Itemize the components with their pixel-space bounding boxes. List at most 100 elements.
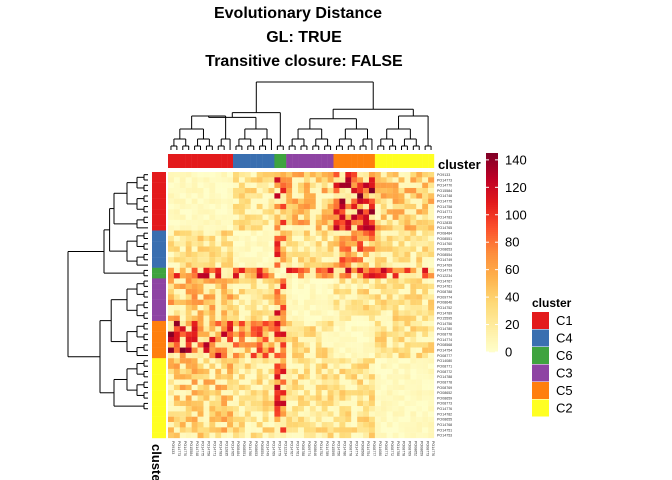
heatmap-cell [262,278,269,284]
heatmap-cell [357,374,364,380]
heatmap-cell [345,193,352,199]
colorbar-segment [486,318,498,321]
colorbar-segment [486,350,498,353]
heatmap-cell [345,299,352,306]
heatmap-cell [368,432,376,439]
heatmap-cell [398,193,405,199]
heatmap-cell [339,235,346,242]
heatmap-cell [227,172,234,178]
heatmap-cell [368,374,376,380]
heatmap-cell [374,262,381,268]
heatmap-cell [386,230,393,236]
heatmap-cell [339,251,346,258]
heatmap-cell [380,241,387,247]
heatmap-cell [268,177,275,183]
heatmap-cell [422,331,429,338]
heatmap-cell [345,203,352,210]
heatmap-cell [274,177,281,183]
heatmap-cell [410,283,417,290]
heatmap-cell [345,368,352,375]
colorbar-segment [486,288,498,291]
heatmap-cell [221,427,228,433]
heatmap-cell [368,214,376,221]
heatmap-cell [292,390,299,396]
heatmap-cell [286,294,293,300]
heatmap-cell [203,262,210,268]
column-label: PO15584 [189,441,193,456]
heatmap-cell [345,395,352,401]
heatmap-cell [368,363,376,369]
heatmap-cell [185,310,192,316]
colorbar-segment [486,322,498,325]
colorbar-segment [486,336,498,339]
heatmap-cell [374,182,381,189]
row-cluster-cell [152,384,166,391]
heatmap-cell [179,379,186,385]
heatmap-cell [428,395,435,401]
heatmap-cell [351,305,358,311]
heatmap-cell [345,257,352,263]
heatmap-cell [197,235,204,242]
heatmap-cell [368,390,376,396]
heatmap-cell [274,299,281,306]
heatmap-cell [244,347,251,354]
heatmap-cell [244,422,251,428]
heatmap-cell [339,299,346,306]
heatmap-cell [286,358,293,364]
heatmap-cell [286,363,293,369]
heatmap-cell [168,368,175,375]
heatmap-cell [274,241,281,247]
heatmap-cell [380,310,387,316]
heatmap-cell [298,267,305,274]
heatmap-cell [274,294,281,300]
heatmap-cell [268,411,275,417]
heatmap-cell [368,384,376,391]
heatmap-cell [374,273,381,279]
heatmap-cell [268,267,275,274]
heatmap-cell [416,278,423,284]
heatmap-cell [256,379,263,385]
heatmap-cell [173,172,180,178]
heatmap-cell [209,379,216,385]
colorbar-segment [486,226,498,229]
heatmap-cell [168,305,175,311]
heatmap-cell [256,390,263,396]
heatmap-cell [268,262,275,268]
colorbar-segment [486,188,498,192]
heatmap-cell [303,273,311,279]
heatmap-cell [374,400,381,407]
heatmap-cell [197,395,204,401]
heatmap-cell [327,177,334,183]
heatmap-cell [404,273,411,279]
heatmap-cell [339,278,346,284]
heatmap-cell [410,358,417,364]
heatmap-cell [357,384,364,391]
heatmap-cell [368,326,376,332]
heatmap-cell [215,209,222,215]
heatmap-cell [368,246,376,252]
heatmap-cell [209,182,216,189]
heatmap-cell [368,289,376,295]
heatmap-cell [333,432,340,439]
row-label: PO14761 [437,285,452,289]
heatmap-cell [280,347,287,354]
heatmap-cell [386,246,393,252]
heatmap-cell [386,379,393,385]
heatmap-cell [357,379,364,385]
heatmap-cell [233,203,240,210]
heatmap-cell [315,225,322,231]
heatmap-cell [173,257,180,263]
heatmap-cell [386,368,393,375]
heatmap-cell [428,379,435,385]
heatmap-cell [321,187,328,194]
heatmap-cell [179,326,186,332]
heatmap-cell [173,225,180,231]
heatmap-cell [309,400,316,407]
heatmap-cell [339,315,346,322]
heatmap-cell [327,358,334,364]
colorbar-tick-label: 20 [505,317,519,332]
heatmap-cell [422,219,429,226]
heatmap-cell [221,198,228,205]
heatmap-cell [428,203,435,210]
heatmap-cell [298,230,305,236]
